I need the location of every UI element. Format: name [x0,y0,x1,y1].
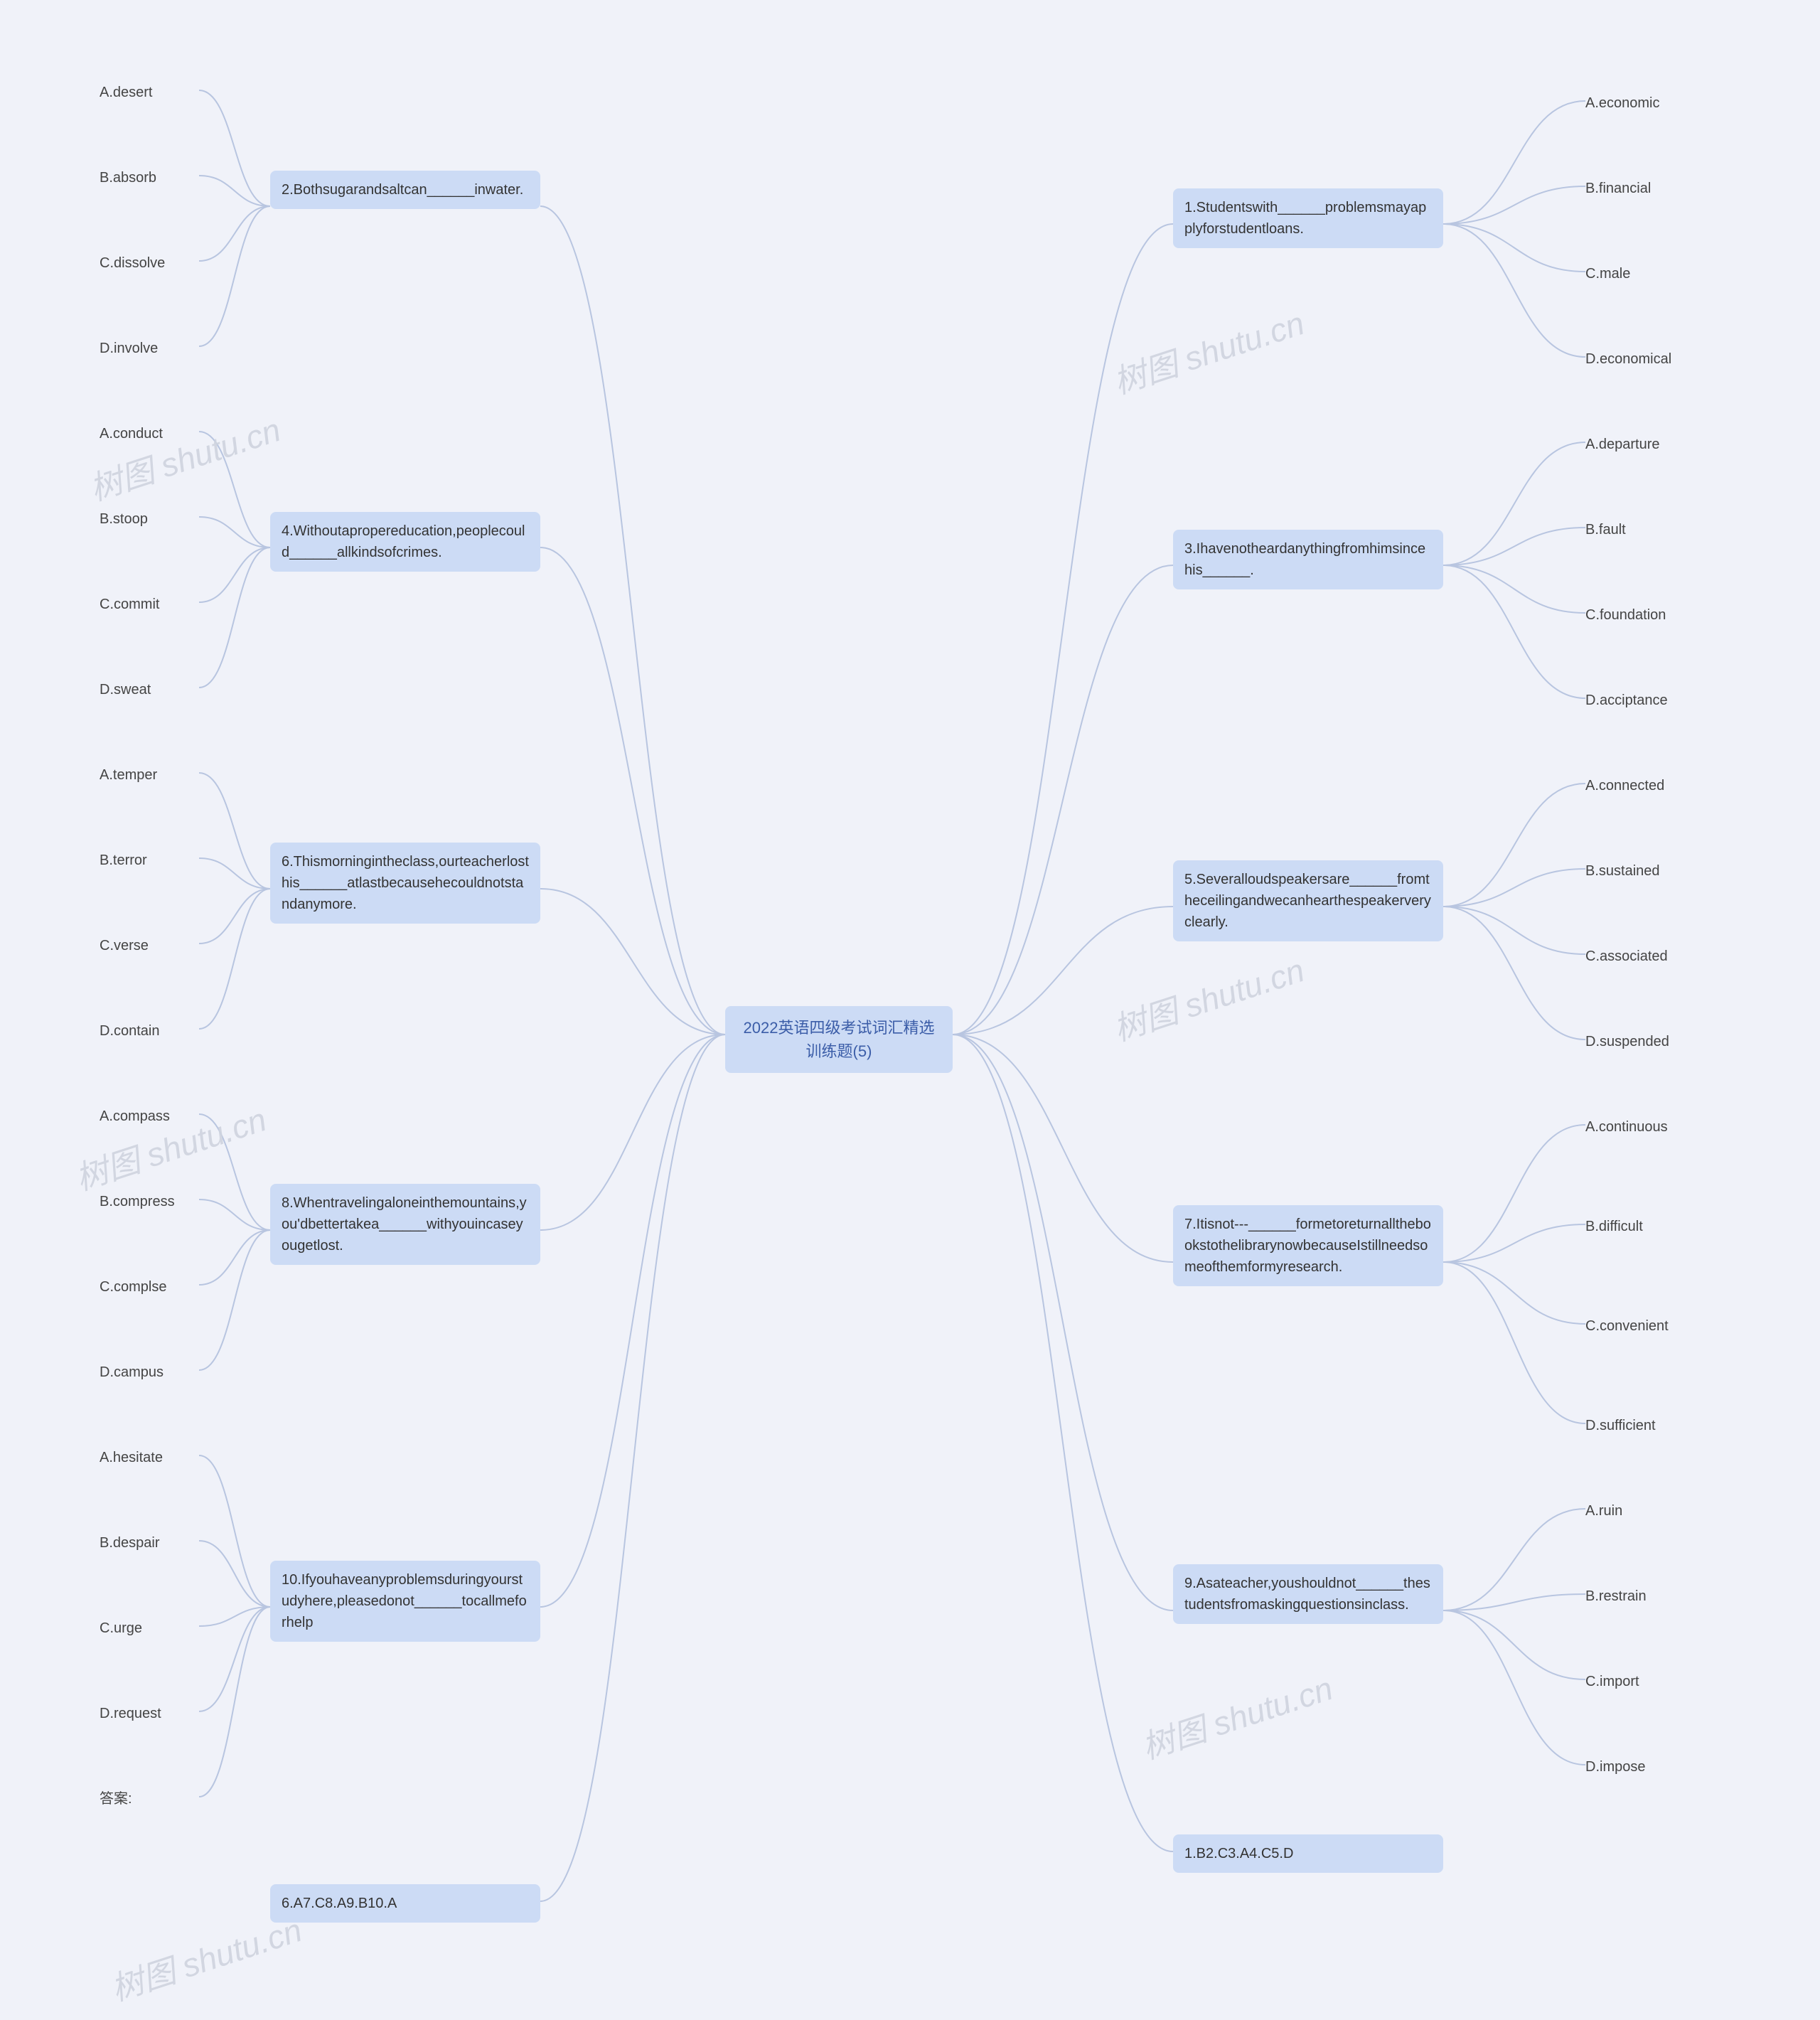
question-node: 6.A7.C8.A9.B10.A [270,1884,540,1923]
option-node: C.associated [1585,946,1668,967]
mindmap-root: 2022英语四级考试词汇精选训练题(5) [725,1006,953,1073]
question-node: 5.Severalloudspeakersare______fromthecei… [1173,860,1443,941]
option-node: B.compress [100,1191,175,1212]
question-node: 2.Bothsugarandsaltcan______inwater. [270,171,540,209]
option-node: D.sweat [100,679,151,700]
question-node: 6.Thismorningintheclass,ourteacherlosthi… [270,843,540,924]
option-node: C.complse [100,1276,166,1298]
option-node: D.contain [100,1020,160,1042]
option-node: A.hesitate [100,1447,163,1468]
option-node: B.restrain [1585,1586,1647,1607]
option-node: A.continuous [1585,1116,1668,1138]
question-node: 10.Ifyouhaveanyproblemsduringyourstudyhe… [270,1561,540,1642]
option-node: C.male [1585,263,1630,284]
option-node: C.import [1585,1671,1639,1692]
option-node: A.ruin [1585,1500,1622,1522]
question-text: 2.Bothsugarandsaltcan______inwater. [282,182,523,198]
question-node: 9.Asateacher,youshouldnot______thestuden… [1173,1564,1443,1624]
option-node: A.departure [1585,434,1660,455]
option-node: C.commit [100,594,159,615]
option-node: B.despair [100,1532,160,1554]
watermark: 树图 shutu.cn [83,405,286,511]
watermark: 树图 shutu.cn [1135,1663,1338,1769]
option-node: D.sufficient [1585,1415,1656,1436]
question-node: 4.Withoutapropereducation,peoplecould___… [270,512,540,572]
option-node: A.conduct [100,423,163,444]
option-node: B.financial [1585,178,1651,199]
option-node: C.foundation [1585,604,1666,626]
question-node: 7.Itisnot---______formetoreturnalltheboo… [1173,1205,1443,1286]
question-text: 1.B2.C3.A4.C5.D [1184,1846,1293,1861]
question-text: 6.A7.C8.A9.B10.A [282,1896,397,1911]
option-node: A.economic [1585,92,1660,114]
option-node: B.stoop [100,508,148,530]
option-node: B.sustained [1585,860,1660,882]
option-node: A.desert [100,82,152,103]
option-node: B.difficult [1585,1216,1643,1237]
option-node: B.absorb [100,167,156,188]
option-node: D.suspended [1585,1031,1669,1052]
option-node: D.request [100,1703,161,1724]
question-node: 8.Whentravelingaloneinthemountains,you'd… [270,1184,540,1265]
option-node: B.fault [1585,519,1626,540]
question-text: 4.Withoutapropereducation,peoplecould___… [282,523,525,560]
option-node: D.economical [1585,348,1671,370]
question-node: 1.B2.C3.A4.C5.D [1173,1834,1443,1873]
option-node: D.acciptance [1585,690,1668,711]
watermark: 树图 shutu.cn [1107,945,1310,1051]
watermark: 树图 shutu.cn [1107,298,1310,404]
question-node: 3.Ihavenotheardanythingfromhimsincehis__… [1173,530,1443,589]
question-text: 8.Whentravelingaloneinthemountains,you'd… [282,1195,527,1254]
option-node: A.compass [100,1106,170,1127]
question-node: 1.Studentswith______problemsmayapplyfors… [1173,188,1443,248]
option-node: C.convenient [1585,1315,1669,1337]
question-text: 6.Thismorningintheclass,ourteacherlosthi… [282,854,529,912]
option-node: C.verse [100,935,149,956]
option-node: D.involve [100,338,158,359]
option-node: A.connected [1585,775,1664,796]
option-node: C.urge [100,1618,142,1639]
question-text: 5.Severalloudspeakersare______fromthecei… [1184,872,1431,930]
option-node: 答案: [100,1788,132,1810]
option-node: A.temper [100,764,157,786]
question-text: 1.Studentswith______problemsmayapplyfors… [1184,200,1426,237]
root-label: 2022英语四级考试词汇精选训练题(5) [744,1019,935,1060]
option-node: D.impose [1585,1756,1645,1778]
question-text: 7.Itisnot---______formetoreturnalltheboo… [1184,1217,1431,1275]
question-text: 3.Ihavenotheardanythingfromhimsincehis__… [1184,541,1425,578]
option-node: C.dissolve [100,252,165,274]
option-node: B.terror [100,850,147,871]
option-node: D.campus [100,1362,164,1383]
question-text: 10.Ifyouhaveanyproblemsduringyourstudyhe… [282,1572,527,1630]
question-text: 9.Asateacher,youshouldnot______thestuden… [1184,1576,1430,1613]
